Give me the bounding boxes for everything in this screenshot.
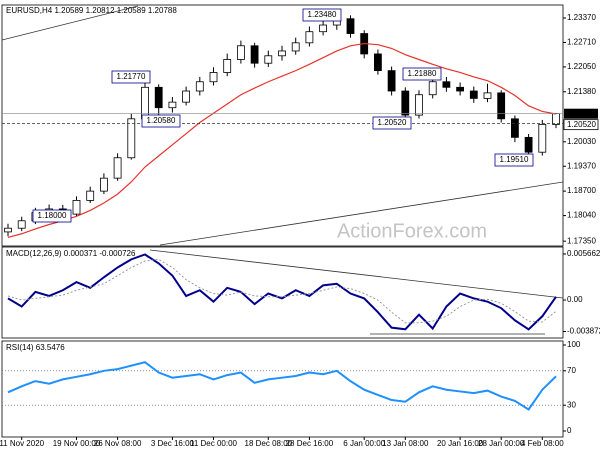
- macd-trend-line: [149, 249, 564, 299]
- annotation-box: [111, 70, 151, 84]
- y-tick-label: 1.20030: [567, 137, 596, 146]
- y-tick-label: 1.19370: [567, 161, 596, 170]
- annotation-box: [302, 8, 342, 22]
- trend-line: [159, 181, 564, 246]
- y-tick-label: 0.00: [567, 295, 583, 304]
- last-price-box: [564, 108, 598, 119]
- candle-body: [387, 70, 396, 92]
- trend-line: [1, 5, 139, 41]
- y-tick-label: 1.23370: [567, 13, 596, 22]
- annotation-box: [402, 67, 442, 81]
- x-tick-label: 26 Nov 08:00: [94, 439, 142, 448]
- candle-body: [497, 92, 506, 120]
- candle-body: [319, 24, 328, 33]
- y-tick-label: 1.18700: [567, 186, 596, 195]
- candle-body: [524, 136, 533, 153]
- x-tick-label: 13 Jan 08:00: [382, 439, 429, 448]
- x-tick-label: 4 Feb 08:00: [521, 439, 564, 448]
- annotation-box: [494, 153, 534, 167]
- macd-panel-frame: [1, 246, 564, 339]
- candle-body: [250, 45, 259, 64]
- candle-body: [469, 90, 478, 99]
- candle-body: [195, 81, 204, 92]
- y-tick-label: 1.18040: [567, 211, 596, 220]
- candle-body: [113, 157, 122, 179]
- annotation: 1.23480: [308, 10, 337, 19]
- annotation-box: [141, 114, 181, 128]
- candle-body: [223, 59, 232, 73]
- y-tick-label: 70: [567, 366, 576, 375]
- annotation: 1.20520: [378, 118, 407, 127]
- price-panel-frame: [1, 4, 564, 247]
- x-tick-label: 28 Jan 00:00: [478, 439, 525, 448]
- annotation: 1.19510: [500, 155, 529, 164]
- rsi-title: RSI(14) 63.5476: [6, 343, 65, 352]
- annotation: 1.18000: [38, 211, 67, 220]
- x-tick-label: 6 Jan 00:00: [343, 439, 385, 448]
- y-tick-label: 0: [567, 426, 572, 435]
- candle-body: [552, 113, 560, 125]
- price-title: EURUSD,H4 1.20589 1.20812 1.20589 1.2078…: [6, 6, 177, 15]
- candle-body: [154, 86, 163, 109]
- x-tick-label: 11 Nov 2020: [0, 439, 45, 448]
- x-tick-label: 20 Jan 16:00: [437, 439, 484, 448]
- annotation-box: [372, 116, 412, 130]
- candle-body: [141, 86, 149, 120]
- candle-body: [401, 90, 410, 116]
- annotation: 1.21770: [117, 72, 146, 81]
- candle-body: [428, 81, 437, 96]
- annotation-box: [32, 209, 72, 223]
- candle-body: [72, 199, 81, 215]
- indicator-line: [7, 361, 557, 411]
- candle-body: [236, 45, 245, 60]
- candle-body: [100, 177, 108, 192]
- candle-body: [346, 18, 355, 34]
- candle-body: [17, 220, 26, 229]
- indicator-line: [7, 253, 557, 331]
- candle-body: [305, 31, 314, 44]
- moving-average: [7, 42, 557, 239]
- x-tick-label: 19 Nov 00:00: [53, 439, 101, 448]
- y-tick-label: 0.005662: [567, 249, 600, 258]
- candle-body: [538, 123, 547, 153]
- watermark: ActionForex.com: [337, 220, 487, 242]
- candle-body: [483, 92, 492, 99]
- y-tick-label: -0.003872: [567, 327, 600, 336]
- candle-body: [86, 190, 95, 201]
- candle-body: [4, 227, 12, 233]
- candle-body: [415, 94, 423, 116]
- y-tick-label: 100: [567, 340, 581, 349]
- x-tick-label: 3 Dec 16:00: [151, 439, 195, 448]
- x-tick-label: 28 Dec 16:00: [286, 439, 334, 448]
- last-price-label: 1.20788: [567, 109, 596, 118]
- y-tick-label: 1.22050: [567, 62, 596, 71]
- candle-body: [127, 118, 136, 159]
- candle-body: [209, 72, 218, 83]
- candle-body: [510, 118, 519, 138]
- candle-body: [264, 55, 273, 64]
- level-box: [563, 119, 599, 131]
- x-tick-label: 11 Dec 00:00: [190, 439, 238, 448]
- y-tick-label: 1.17350: [567, 236, 596, 245]
- x-tick-label: 18 Dec 08:00: [245, 439, 293, 448]
- candle-body: [291, 42, 300, 52]
- level-label: 1.20520: [567, 120, 596, 129]
- macd-title: MACD(12,26,9) 0.000371 -0.000726: [6, 249, 136, 258]
- candle-body: [182, 90, 191, 103]
- annotation: 1.21880: [408, 69, 437, 78]
- annotation: 1.20580: [147, 116, 176, 125]
- y-tick-label: 1.21380: [567, 87, 596, 96]
- indicator-line: [7, 258, 557, 324]
- candle-body: [373, 53, 382, 72]
- candle-body: [278, 50, 286, 57]
- y-tick-label: 30: [567, 400, 576, 409]
- candle-body: [168, 101, 177, 109]
- y-tick-label: 1.22710: [567, 38, 596, 47]
- rsi-panel-frame: [1, 340, 564, 438]
- candle-body: [442, 81, 451, 88]
- candle-body: [456, 86, 465, 92]
